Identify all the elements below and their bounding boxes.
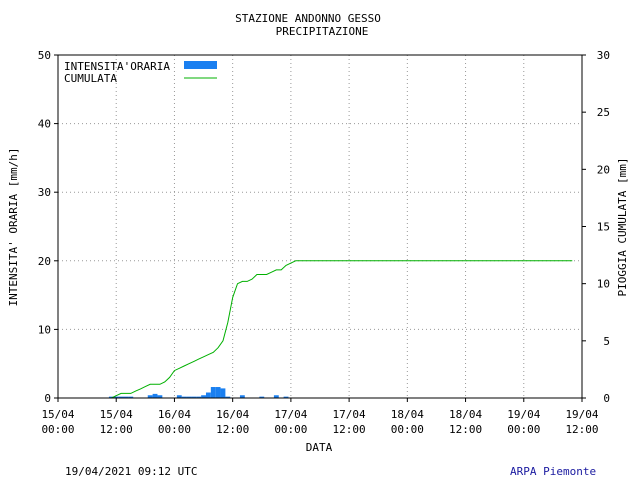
intensity-bar — [201, 395, 206, 398]
x-tick-label-time: 00:00 — [507, 423, 540, 436]
x-tick-label-date: 19/04 — [565, 408, 598, 421]
intensity-bar — [210, 387, 216, 398]
x-axis-label: DATA — [306, 441, 333, 454]
x-tick-label-time: 00:00 — [391, 423, 424, 436]
intensity-bar — [220, 388, 226, 398]
intensity-bar — [123, 396, 129, 398]
intensity-bar — [196, 396, 202, 398]
intensity-bar — [118, 396, 124, 398]
footer-credit: ARPA Piemonte — [510, 465, 597, 478]
legend: INTENSITA'ORARIA CUMULATA — [64, 60, 217, 85]
intensity-bar — [176, 395, 182, 398]
right-tick-label: 5 — [603, 335, 610, 348]
left-axis: 0 10 20 30 40 50 — [38, 49, 58, 405]
intensity-bar — [147, 395, 153, 398]
left-tick-label: 40 — [38, 118, 51, 131]
footer-timestamp: 19/04/2021 09:12 UTC — [65, 465, 198, 478]
x-tick-label-date: 17/04 — [333, 408, 366, 421]
chart-title: STAZIONE ANDONNO GESSO — [235, 12, 381, 25]
x-tick-label-date: 16/04 — [158, 408, 191, 421]
x-tick-label-date: 15/04 — [41, 408, 74, 421]
x-tick-label-date: 17/04 — [274, 408, 307, 421]
intensity-bar — [283, 396, 289, 398]
x-tick-label-date: 16/04 — [216, 408, 249, 421]
intensity-bar — [128, 396, 134, 398]
x-tick-label-time: 00:00 — [158, 423, 191, 436]
right-tick-label: 25 — [597, 106, 610, 119]
intensity-bar — [205, 392, 211, 398]
grid-lines — [58, 55, 582, 398]
cumulative-line — [111, 260, 573, 399]
right-axis: 0 5 10 15 20 25 30 — [582, 49, 610, 405]
intensity-bars — [108, 387, 289, 398]
x-tick-label-time: 12:00 — [565, 423, 598, 436]
intensity-bar — [191, 396, 197, 398]
intensity-bar — [225, 396, 231, 398]
right-tick-label: 10 — [597, 278, 610, 291]
legend-label-intensity: INTENSITA'ORARIA — [64, 60, 170, 73]
right-tick-label: 30 — [597, 49, 610, 62]
left-tick-label: 30 — [38, 186, 51, 199]
intensity-bar — [239, 395, 245, 398]
intensity-bar — [186, 396, 192, 398]
x-tick-label-date: 19/04 — [507, 408, 540, 421]
intensity-bar — [108, 396, 114, 398]
y-axis-left-label: INTENSITA' ORARIA [mm/h] — [7, 148, 20, 307]
x-tick-label-date: 15/04 — [100, 408, 133, 421]
intensity-bar — [259, 396, 265, 398]
y-axis-right-label: PIOGGIA CUMULATA [mm] — [616, 157, 629, 296]
x-tick-label-time: 12:00 — [333, 423, 366, 436]
intensity-bar — [215, 387, 221, 398]
plot-frame — [57, 54, 583, 399]
x-tick-label-time: 12:00 — [449, 423, 482, 436]
x-tick-label-date: 18/04 — [391, 408, 424, 421]
x-tick-label-time: 12:00 — [216, 423, 249, 436]
left-tick-label: 20 — [38, 255, 51, 268]
intensity-bar — [181, 396, 187, 398]
left-tick-label: 0 — [44, 392, 51, 405]
x-tick-label-time: 00:00 — [274, 423, 307, 436]
left-tick-label: 10 — [38, 323, 51, 336]
intensity-bar — [157, 395, 163, 398]
legend-swatch-intensity — [184, 61, 217, 69]
left-tick-label: 50 — [38, 49, 51, 62]
intensity-bar — [152, 393, 158, 398]
x-tick-label-time: 00:00 — [41, 423, 74, 436]
x-axis: 15/04 00:00 15/04 12:00 16/04 00:00 16/04 12:00… — [41, 398, 599, 436]
legend-label-cumulative: CUMULATA — [64, 72, 117, 85]
intensity-bar — [113, 396, 119, 398]
right-tick-label: 15 — [597, 221, 610, 234]
x-tick-label-date: 18/04 — [449, 408, 482, 421]
chart-subtitle: PRECIPITAZIONE — [276, 25, 369, 38]
right-tick-label: 20 — [597, 163, 610, 176]
right-tick-label: 0 — [603, 392, 610, 405]
x-tick-label-time: 12:00 — [100, 423, 133, 436]
intensity-bar — [273, 395, 279, 398]
